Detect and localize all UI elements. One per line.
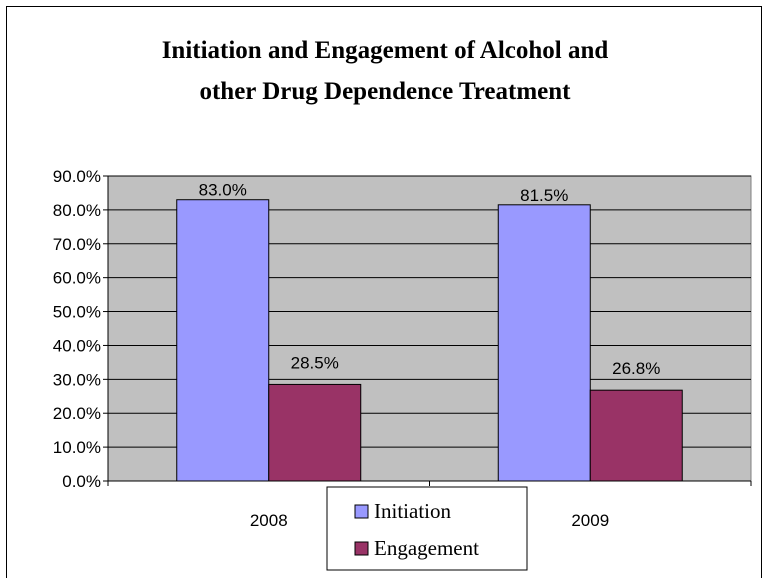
x-category-label: 2008 <box>250 511 288 530</box>
legend-box <box>326 486 528 571</box>
data-label: 28.5% <box>291 353 339 372</box>
y-tick-label: 70.0% <box>53 235 101 254</box>
y-tick-label: 50.0% <box>53 303 101 322</box>
legend-label-engagement: Engagement <box>374 536 479 560</box>
bar <box>589 389 683 482</box>
chart-title-line-1: Initiation and Engagement of Alcohol and <box>162 37 609 64</box>
legend: Initiation Engagement <box>326 486 528 571</box>
chart-title-line-2: other Drug Dependence Treatment <box>199 78 571 105</box>
bar <box>176 199 270 482</box>
y-tick-label: 0.0% <box>62 472 101 491</box>
x-category-label: 2009 <box>571 511 609 530</box>
data-label: 83.0% <box>199 181 247 200</box>
y-axis: 0.0% 10.0% 20.0% 30.0% 40.0% 50.0% 60.0% 70.0% 8… <box>53 167 109 491</box>
y-tick-label: 60.0% <box>53 269 101 288</box>
bars: 83.0% 81.5% 28.5% 26.8% <box>176 181 683 482</box>
legend-label-initiation: Initiation <box>374 499 451 523</box>
data-label: 26.8% <box>612 359 660 378</box>
y-tick-label: 10.0% <box>53 438 101 457</box>
y-tick-label: 80.0% <box>53 201 101 220</box>
y-tick-label: 30.0% <box>53 370 101 389</box>
bar <box>497 204 591 482</box>
legend-swatch-initiation <box>354 504 369 519</box>
data-label: 81.5% <box>520 186 568 205</box>
y-tick-label: 20.0% <box>53 404 101 423</box>
legend-swatch-engagement <box>354 541 369 556</box>
y-tick-label: 90.0% <box>53 167 101 186</box>
y-tick-label: 40.0% <box>53 336 101 355</box>
bar <box>268 383 362 482</box>
